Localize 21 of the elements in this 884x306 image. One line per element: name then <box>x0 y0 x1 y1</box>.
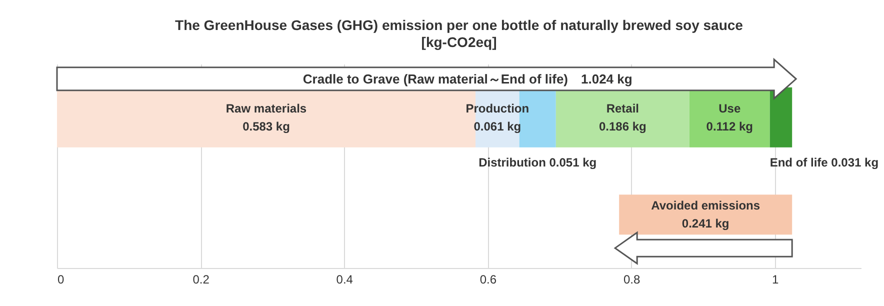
data-label: 0.112 kg <box>706 119 753 134</box>
text: Distribution 0.051 kg <box>478 155 597 170</box>
series-label: Use <box>718 101 741 116</box>
chart-subtitle: [kg-CO2eq] <box>421 34 497 50</box>
x-tick-label: 1 <box>772 272 780 286</box>
text: End of life 0.031 kg <box>770 155 879 170</box>
x-tick-label: 0.8 <box>623 272 640 286</box>
series-label: Avoided emissions <box>651 198 760 213</box>
data-label: 0.061 kg <box>474 119 522 134</box>
data-label: 0.241 kg <box>682 216 730 231</box>
annotation: Cradle to Grave (Raw material～End of life) 1.024 kg <box>302 71 632 86</box>
data-label: 0.583 kg <box>242 119 290 134</box>
series-label: Production <box>466 101 530 116</box>
chart-title: The GreenHouse Gases (GHG) emission per one bottle of naturally brewed soy sauce <box>175 17 744 33</box>
x-tick-label: 0.6 <box>480 272 497 286</box>
series-label: Raw materials <box>226 101 307 116</box>
data-label: 0.186 kg <box>598 119 646 134</box>
x-tick-label: 0.4 <box>336 272 354 286</box>
x-tick-label: 0 <box>58 272 64 286</box>
x-tick-label: 0.2 <box>192 272 210 286</box>
series-label: Retail <box>606 101 640 116</box>
